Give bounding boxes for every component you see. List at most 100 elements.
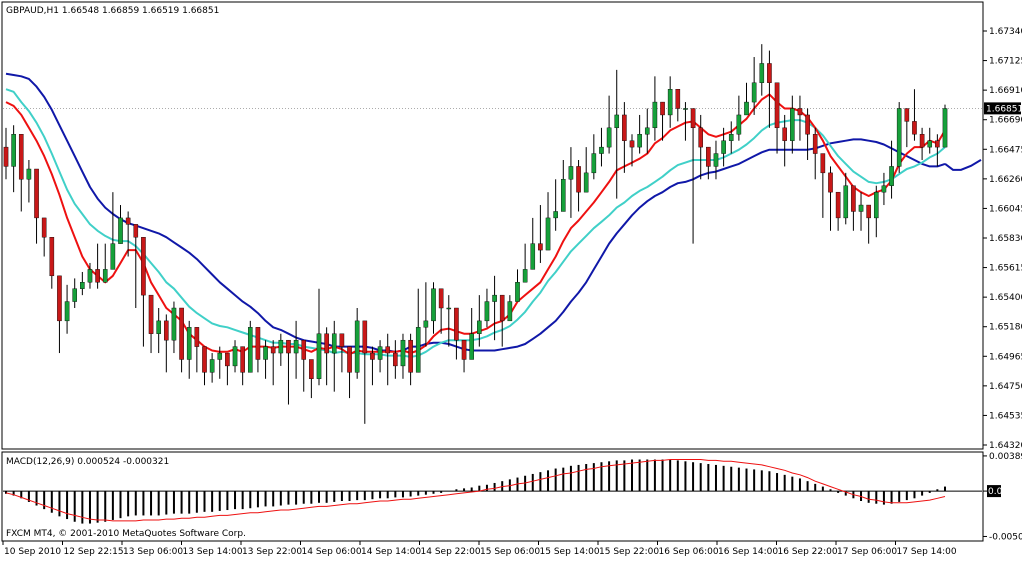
bear-candle [225,352,230,367]
bull-candle [843,185,849,219]
bull-candle [515,282,520,302]
bull-candle [751,82,757,103]
bear-candle [904,108,910,122]
bull-candle [889,166,894,186]
bull-candle [247,327,253,373]
bull-candle [431,288,436,322]
bull-candle [331,333,337,354]
bull-candle [606,127,612,148]
price-tick-label: 1.67125 [989,57,1022,67]
bull-candle [583,172,589,193]
bull-candle [72,288,78,302]
bear-candle [782,127,787,141]
bear-candle [935,140,940,148]
bull-candle [553,211,558,219]
macd-histogram [3,459,982,524]
bear-candle [202,346,207,373]
price-tick-label: 1.64535 [989,411,1022,421]
bull-candle [545,217,551,251]
time-tick-label: 14 Sep 22:00 [421,547,481,557]
bull-candle [591,153,597,174]
bear-candle [164,320,169,341]
bull-candle [186,327,192,360]
time-tick-label: 15 Sep 22:00 [599,547,659,557]
bear-candle [240,346,245,373]
time-tick-label: 13 Sep 14:00 [183,547,243,557]
bull-candle [102,269,108,283]
time-tick-label: 16 Sep 22:00 [778,547,838,557]
bull-candle [171,307,177,341]
bull-candle [568,166,574,180]
bear-candle [576,166,581,193]
bull-candle [477,320,482,334]
bear-candle [698,127,704,148]
bull-candle [423,320,429,328]
bull-candle [652,101,658,129]
bull-candle [354,320,360,373]
macd-panel-frame [1,451,984,542]
bear-candle [301,339,307,360]
bear-candle [18,134,24,180]
time-tick-label: 17 Sep 06:00 [837,547,897,557]
time-tick-label: 12 Sep 22:15 [64,547,124,557]
bear-candle [828,172,833,193]
bull-candle [64,301,70,322]
bear-candle [660,101,665,116]
bull-candle [896,108,902,167]
bear-candle [675,89,681,109]
bear-candle [835,191,841,219]
bull-candle [790,108,795,141]
price-axis: 1.67340 1.67125 1.66910 1.66690 1.66475 1.662… [983,27,1022,451]
bull-candle [881,185,887,193]
price-tick-label: 1.64320 [989,441,1022,451]
macd-tick-label: 0.003898 [989,452,1022,462]
bear-candle [194,327,200,347]
ma-slow-line [5,72,946,353]
bull-candle [232,346,238,367]
macd-signal-line [5,459,946,522]
price-tick-label: 1.67340 [989,27,1022,37]
bear-candle [629,140,635,148]
bear-candle [286,339,291,354]
current-price-tag [984,102,1021,115]
bear-candle [95,269,100,283]
ma-slow-projection [944,158,982,171]
bear-candle [41,217,47,238]
bull-candle [484,301,490,322]
bear-candle [270,346,276,354]
bull-candle [446,307,452,310]
bear-candle [125,217,131,225]
bear-candle [179,307,184,360]
bull-candle [263,346,268,360]
time-tick-label: 15 Sep 06:00 [480,547,540,557]
bull-candle [80,282,85,289]
ma-mid-line [5,88,946,358]
bull-candle [713,153,719,167]
bear-candle [49,237,55,277]
bear-candle [538,243,543,251]
macd-title: MACD(12,26,9) 0.000524 -0.000321 [6,457,169,467]
bull-candle [614,114,620,129]
bull-candle [110,243,116,270]
price-tick-label: 1.65615 [989,264,1022,274]
macd-axis: 0.003898 0.00 -0.00503 [983,452,1022,542]
bull-candle [728,134,734,141]
bull-candle [736,114,742,135]
bear-candle [362,320,368,354]
bull-candle [118,217,123,244]
bear-candle [774,82,780,129]
bull-candle [156,320,161,334]
bull-candle [759,63,765,83]
bear-candle [347,346,352,373]
bull-candle [26,168,32,180]
macd-tick-label: 0.00 [988,487,1008,497]
bear-candle [324,333,329,354]
bear-candle [141,237,146,296]
time-tick-label: 17 Sep 14:00 [897,547,957,557]
moving-averages [5,72,982,358]
bull-candle [11,134,16,167]
bull-candle [927,140,933,148]
bull-candle [400,339,406,367]
bull-candle [667,89,673,116]
